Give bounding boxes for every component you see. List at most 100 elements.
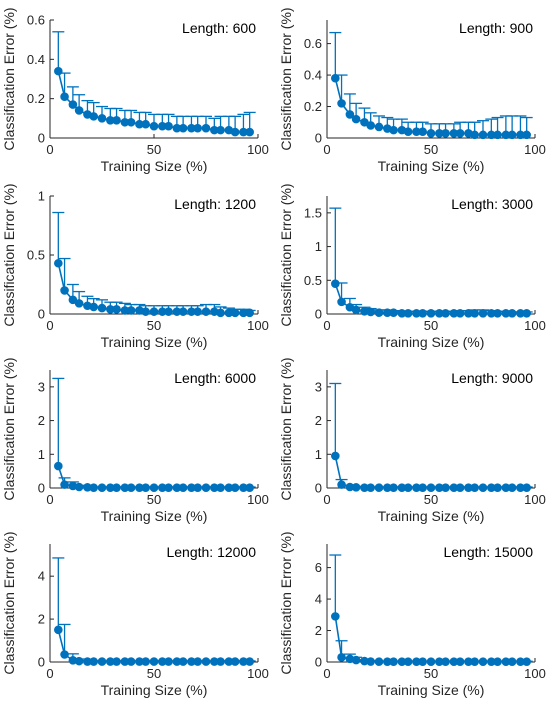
data-point xyxy=(245,483,254,492)
data-point xyxy=(193,483,202,492)
x-axis-label: Training Size (%) xyxy=(378,508,485,524)
data-point xyxy=(89,302,98,312)
data-point xyxy=(89,657,98,666)
data-point xyxy=(178,123,188,133)
data-point xyxy=(149,657,159,666)
data-point xyxy=(351,305,361,315)
data-point xyxy=(441,483,450,492)
x-axis-label: Training Size (%) xyxy=(101,334,208,350)
x-tick-label: 0 xyxy=(323,492,330,507)
y-tick-label: 3 xyxy=(38,379,45,394)
x-tick-label: 0 xyxy=(323,318,330,333)
y-tick-label: 4 xyxy=(38,569,45,584)
data-point xyxy=(230,657,240,666)
data-point xyxy=(389,483,398,492)
data-point xyxy=(60,480,69,489)
data-point xyxy=(389,125,398,135)
y-tick-label: 0.6 xyxy=(304,36,322,51)
data-point xyxy=(337,297,346,307)
data-point xyxy=(389,657,398,666)
y-tick-label: 0 xyxy=(315,131,322,146)
x-tick-label: 0 xyxy=(46,666,53,681)
data-point xyxy=(112,483,121,492)
y-tick-label: 0.4 xyxy=(304,68,322,83)
x-axis-label: Training Size (%) xyxy=(101,508,208,524)
data-point xyxy=(216,483,225,492)
data-point xyxy=(507,657,517,666)
y-tick-label: 0 xyxy=(38,655,45,670)
data-point xyxy=(366,307,375,317)
data-point xyxy=(478,657,488,666)
data-point xyxy=(245,657,254,666)
data-point xyxy=(149,307,159,316)
data-point xyxy=(74,106,84,115)
x-tick-label: 100 xyxy=(247,492,269,507)
data-point xyxy=(112,657,121,666)
x-axis-label: Training Size (%) xyxy=(378,158,485,174)
data-point xyxy=(366,121,375,130)
data-point xyxy=(441,128,450,138)
x-tick-label: 100 xyxy=(524,142,546,157)
chart-panel-4: 0 50 100 0 0.5 1 1.5 Training Size (%) Classific… xyxy=(278,183,546,350)
y-axis-label: Classification Error (%) xyxy=(278,357,294,500)
data-point xyxy=(141,119,150,129)
x-tick-label: 50 xyxy=(147,318,161,333)
y-tick-label: 0 xyxy=(315,481,322,496)
x-axis-label: Training Size (%) xyxy=(378,334,485,350)
data-point xyxy=(522,309,531,318)
y-tick-label: 0.2 xyxy=(304,99,322,114)
data-point xyxy=(507,130,517,140)
series-line xyxy=(334,616,527,663)
panel-title: Length: 6000 xyxy=(174,370,256,386)
panel-title: Length: 15000 xyxy=(443,544,533,560)
data-point xyxy=(478,483,488,492)
data-point xyxy=(60,92,69,101)
y-tick-label: 0 xyxy=(315,307,322,322)
x-tick-label: 50 xyxy=(147,142,161,157)
y-tick-label: 2 xyxy=(38,413,45,428)
chart-panel-7: 0 50 100 0 2 4 Training Size (%) Classification… xyxy=(1,531,269,698)
data-point xyxy=(493,309,502,318)
data-point xyxy=(426,309,436,318)
data-point xyxy=(54,625,63,635)
data-point xyxy=(374,308,384,317)
x-tick-label: 0 xyxy=(323,666,330,681)
data-point xyxy=(245,127,254,137)
x-tick-label: 50 xyxy=(424,318,438,333)
y-tick-label: 2 xyxy=(38,612,45,627)
x-tick-label: 50 xyxy=(424,666,438,681)
x-tick-label: 50 xyxy=(147,666,161,681)
data-point xyxy=(60,650,69,659)
data-point xyxy=(374,122,384,132)
data-point xyxy=(418,309,427,318)
data-point xyxy=(201,483,211,492)
y-tick-label: 0.2 xyxy=(27,91,45,106)
data-point xyxy=(331,73,340,83)
series-line xyxy=(334,455,527,489)
data-point xyxy=(54,258,63,268)
data-point xyxy=(455,309,465,318)
y-tick-label: 1 xyxy=(315,447,322,462)
y-tick-label: 0 xyxy=(38,481,45,496)
y-axis-label: Classification Error (%) xyxy=(278,183,294,326)
y-tick-label: 0.5 xyxy=(27,248,45,263)
data-point xyxy=(178,307,188,316)
data-point xyxy=(351,655,361,665)
data-point xyxy=(374,483,384,492)
y-axis-label: Classification Error (%) xyxy=(1,531,17,674)
y-axis-label: Classification Error (%) xyxy=(278,531,294,674)
data-point xyxy=(337,652,346,662)
data-point xyxy=(178,483,188,492)
data-point xyxy=(351,483,361,492)
chart-panel-5: 0 50 100 0 1 2 3 Training Size (%) Classificatio… xyxy=(1,357,269,524)
chart-panel-2: 0 50 100 0 0.2 0.4 0.6 Training Size (%) Classif… xyxy=(278,7,546,174)
data-point xyxy=(216,308,225,318)
y-tick-label: 2 xyxy=(315,623,322,638)
data-point xyxy=(97,114,107,123)
x-tick-label: 50 xyxy=(424,492,438,507)
data-point xyxy=(126,306,136,315)
data-point xyxy=(141,307,150,316)
x-tick-label: 0 xyxy=(46,142,53,157)
data-point xyxy=(216,125,225,135)
data-point xyxy=(164,121,173,131)
